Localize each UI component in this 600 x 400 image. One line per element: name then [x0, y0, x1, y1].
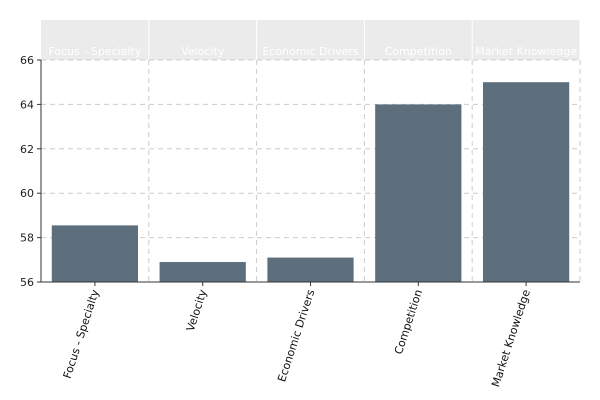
x-tick-label: Economic Drivers: [275, 288, 317, 384]
y-tick-label: 64: [20, 98, 34, 111]
header-labels: Focus - Specialty Velocity Economic Driver…: [48, 45, 577, 58]
x-tick-label: Market Knowledge: [489, 288, 533, 389]
header-dividers: [148, 20, 581, 60]
header-label: Competition: [385, 45, 452, 58]
bar: [375, 104, 462, 283]
y-tick-label: 56: [20, 276, 34, 289]
x-tick-label: Competition: [392, 288, 425, 356]
y-tick-label: 66: [20, 54, 34, 67]
bar: [482, 82, 570, 282]
gridlines: [41, 59, 581, 282]
header-label: Economic Drivers: [262, 45, 359, 58]
x-tick-label: Focus - Specialty: [61, 287, 102, 380]
bar: [267, 257, 354, 282]
bars: [51, 82, 570, 283]
header-label: Market Knowledge: [475, 45, 577, 58]
header-label: Focus - Specialty: [48, 45, 141, 58]
x-tick-label: Velocity: [184, 287, 210, 333]
bar: [51, 225, 139, 282]
y-axis-ticks: 56 58 60 62 64 66: [20, 54, 41, 289]
y-tick-label: 58: [20, 232, 34, 245]
header-band: [41, 20, 580, 60]
header-label: Velocity: [181, 45, 225, 58]
x-axis-labels: Focus - Specialty Velocity Economic Driver…: [61, 282, 533, 389]
y-tick-label: 62: [20, 143, 34, 156]
bar: [159, 262, 246, 282]
y-tick-label: 60: [20, 187, 34, 200]
